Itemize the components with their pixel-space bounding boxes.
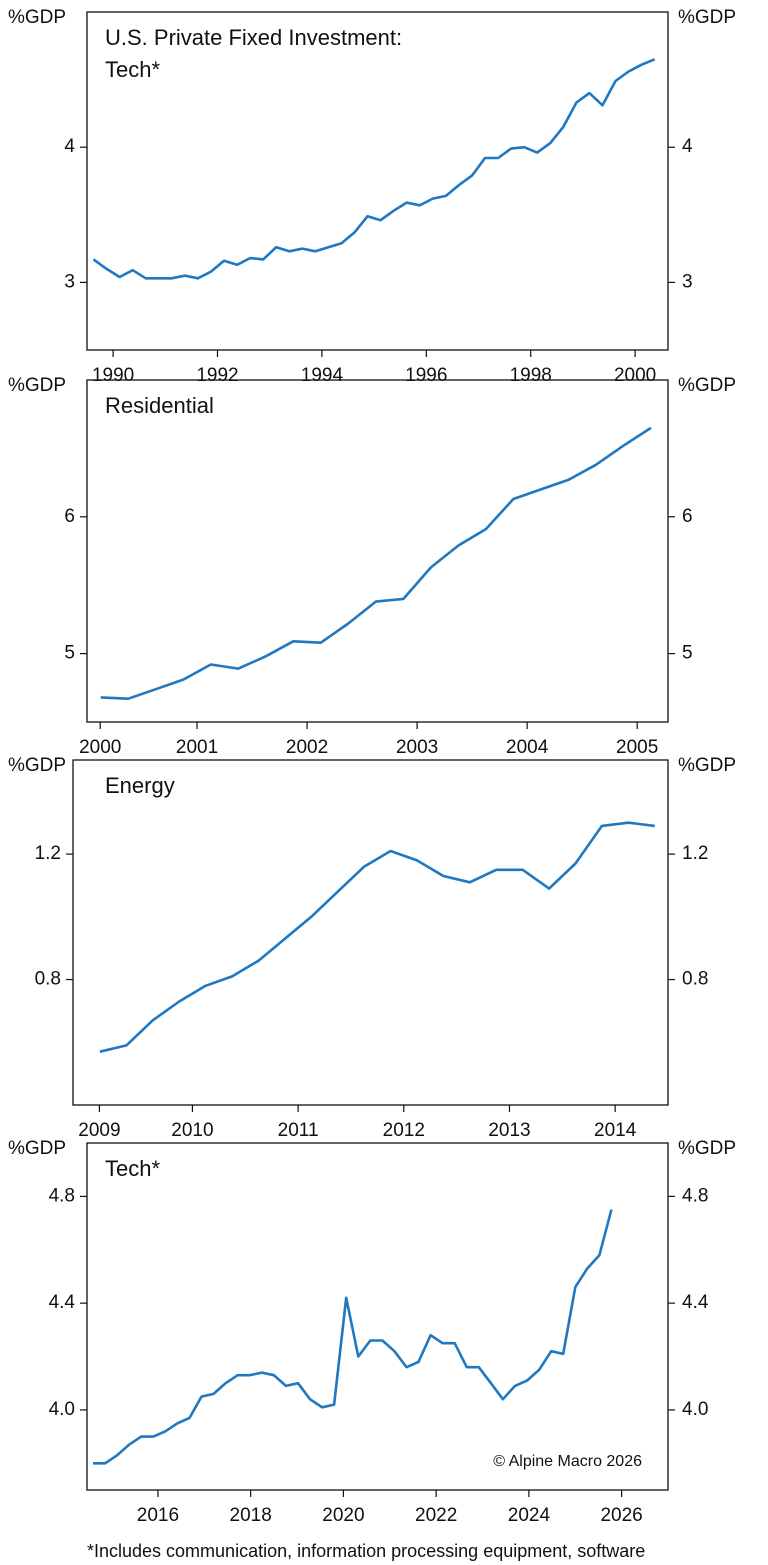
y-tick-label: 0.8: [35, 969, 61, 990]
x-tick-label: 1994: [301, 365, 344, 386]
y2-tick-label: 4.8: [682, 1185, 708, 1206]
y-axis-label: %GDP: [8, 755, 66, 776]
plot-frame: [86, 379, 669, 723]
data-line: [92, 58, 656, 280]
x-tick-label: 2002: [286, 737, 328, 758]
y2-tick-label: 6: [682, 506, 693, 527]
x-tick-label: 2000: [614, 365, 656, 386]
data-line: [99, 821, 655, 1053]
y2-axis-label: %GDP: [678, 1138, 736, 1159]
y-tick-label: 4.0: [49, 1399, 75, 1420]
x-tick-label: 2003: [396, 737, 438, 758]
plot-frame: [86, 1142, 669, 1491]
y2-tick-label: 0.8: [682, 969, 708, 990]
plot-frame: [72, 759, 669, 1106]
y-axis-label: %GDP: [8, 7, 66, 28]
x-tick-label: 2013: [488, 1120, 530, 1141]
y-axis-label: %GDP: [8, 375, 66, 396]
x-tick-label: 2012: [383, 1120, 425, 1141]
y-tick-label: 4.8: [49, 1185, 75, 1206]
x-tick-label: 2018: [230, 1505, 272, 1526]
y-tick-label: 6: [64, 506, 75, 527]
y2-axis-label: %GDP: [678, 755, 736, 776]
y-axis-label: %GDP: [8, 1138, 66, 1159]
x-tick-label: 1996: [405, 365, 447, 386]
x-tick-label: 2016: [137, 1505, 179, 1526]
y-tick-label: 4: [64, 136, 75, 157]
x-tick-label: 2010: [171, 1120, 213, 1141]
x-tick-label: 1992: [196, 365, 238, 386]
x-tick-label: 2005: [616, 737, 658, 758]
x-tick-label: 2001: [176, 737, 218, 758]
y2-tick-label: 4.0: [682, 1399, 708, 1420]
y2-tick-label: 4: [682, 136, 693, 157]
panel-title: Residential: [105, 393, 214, 418]
y2-axis-label: %GDP: [678, 375, 736, 396]
y2-tick-label: 5: [682, 643, 693, 664]
y-tick-label: 3: [64, 271, 75, 292]
data-line: [93, 1209, 613, 1465]
y2-tick-label: 4.4: [682, 1292, 709, 1313]
panel-title: U.S. Private Fixed Investment:: [105, 25, 402, 50]
y-tick-label: 4.4: [49, 1292, 76, 1313]
footnote: *Includes communication, information pro…: [87, 1541, 645, 1561]
x-tick-label: 2022: [415, 1505, 457, 1526]
x-tick-label: 2020: [322, 1505, 364, 1526]
x-tick-label: 1990: [92, 365, 134, 386]
y2-axis-label: %GDP: [678, 7, 736, 28]
data-line: [100, 426, 652, 700]
x-tick-label: 2024: [508, 1505, 551, 1526]
x-tick-label: 2014: [594, 1120, 637, 1141]
panel-title: Tech*: [105, 57, 160, 82]
panel-title: Tech*: [105, 1156, 160, 1181]
y-tick-label: 1.2: [35, 843, 61, 864]
source-note: © Alpine Macro 2026: [493, 1453, 642, 1470]
y2-tick-label: 3: [682, 271, 693, 292]
x-tick-label: 1998: [510, 365, 552, 386]
panel-title: Energy: [105, 773, 175, 798]
x-tick-label: 2026: [600, 1505, 642, 1526]
y-tick-label: 5: [64, 643, 75, 664]
plot-frame: [86, 11, 669, 351]
y2-tick-label: 1.2: [682, 843, 708, 864]
x-tick-label: 2004: [506, 737, 549, 758]
x-tick-label: 2009: [78, 1120, 120, 1141]
x-tick-label: 2000: [79, 737, 121, 758]
x-tick-label: 2011: [278, 1120, 319, 1141]
